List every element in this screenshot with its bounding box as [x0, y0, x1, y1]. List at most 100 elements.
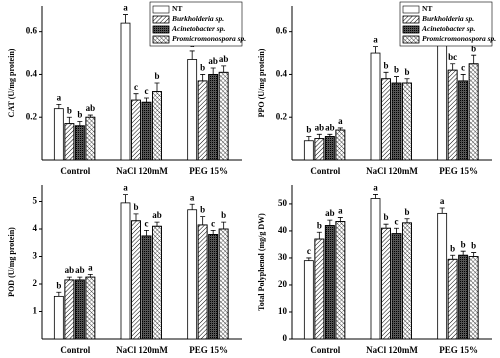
significance-letter: ab — [75, 265, 85, 275]
error-bar — [373, 46, 378, 54]
error-bar — [383, 223, 389, 229]
significance-letter: bc — [448, 52, 457, 62]
error-bar — [337, 127, 343, 131]
legend-swatch-hatch — [402, 15, 420, 24]
significance-letter: c — [211, 218, 215, 228]
bar-hatch — [314, 138, 325, 161]
error-bar — [189, 203, 195, 210]
significance-letter: b — [154, 71, 159, 81]
significance-letter: b — [133, 202, 138, 212]
error-bar — [471, 252, 477, 257]
legend-swatch-hatch — [152, 35, 170, 44]
bar — [303, 260, 314, 340]
error-bar — [450, 63, 456, 71]
x-tick-label: PEG 15% — [189, 345, 228, 355]
x-tick-label: Control — [60, 166, 90, 176]
significance-letter: c — [307, 246, 311, 256]
bar-hatch — [381, 78, 391, 161]
significance-letter: b — [404, 207, 409, 217]
significance-letter: a — [338, 116, 343, 126]
bar-hatch — [131, 220, 141, 340]
bar — [120, 22, 131, 161]
bar-hatch — [74, 125, 85, 161]
significance-letter: b — [383, 60, 388, 70]
error-bar — [394, 76, 399, 83]
significance-letter: b — [67, 105, 72, 115]
bar-hatch — [141, 235, 152, 340]
y-tick-label: 2 — [33, 278, 38, 288]
error-bar — [394, 227, 399, 234]
significance-letter: ab — [152, 210, 162, 220]
bar-hatch — [218, 71, 229, 161]
bar-hatch — [218, 228, 229, 340]
y-tick-label: 0.6 — [26, 26, 38, 36]
bar-hatch — [64, 279, 75, 340]
error-bar — [66, 276, 72, 280]
significance-letter: b — [56, 280, 61, 290]
bar-hatch — [447, 69, 458, 161]
significance-letter: b — [394, 65, 399, 75]
legend-label: Promicromonospora sp. — [172, 34, 246, 43]
bar-hatch — [468, 256, 479, 340]
error-bar — [77, 121, 83, 126]
bar-hatch — [335, 221, 346, 340]
error-bar — [77, 276, 83, 280]
bar-hatch — [64, 123, 75, 161]
error-bar — [144, 97, 149, 103]
error-bar — [450, 254, 456, 260]
error-bar — [404, 218, 410, 223]
error-bar — [56, 291, 62, 297]
bar-hatch — [152, 225, 162, 340]
significance-letter: ab — [219, 54, 229, 64]
bar-hatch — [197, 224, 208, 340]
bar-hatch — [324, 225, 335, 340]
error-bar — [460, 250, 466, 256]
x-tick-label: NaCl 120mM — [116, 345, 168, 355]
significance-letter: b — [471, 43, 476, 53]
legend-swatch — [402, 5, 420, 14]
error-bar — [327, 133, 333, 137]
error-bar — [56, 103, 62, 109]
legend-swatch-hatch — [402, 35, 420, 44]
bar-hatch — [85, 276, 96, 340]
significance-letter: a — [123, 3, 128, 13]
error-bar — [373, 194, 378, 199]
bar — [53, 295, 64, 340]
significance-letter: ab — [86, 103, 96, 113]
bar-hatch — [208, 74, 219, 161]
x-tick-label: PEG 15% — [439, 345, 478, 355]
legend-swatch — [152, 5, 170, 14]
bar-hatch — [447, 258, 458, 340]
significance-letter: ab — [65, 265, 75, 275]
error-bar — [200, 216, 206, 225]
error-bar — [133, 93, 139, 101]
legend-swatch-hatch — [152, 25, 170, 34]
x-tick-label: Control — [310, 166, 340, 176]
error-bar — [460, 74, 466, 81]
bar — [370, 198, 381, 340]
significance-letter: a — [440, 196, 445, 206]
error-bar — [306, 136, 312, 141]
significance-letter: a — [190, 192, 195, 202]
error-bar — [316, 133, 322, 139]
error-bar — [210, 67, 216, 75]
significance-letter: c — [134, 82, 138, 92]
bar-hatch — [402, 82, 412, 161]
y-axis-label: Total Polyphenol (mg/g DW) — [257, 213, 266, 311]
bar-hatch — [197, 80, 208, 161]
significance-letter: a — [123, 183, 128, 193]
y-tick-label: 10 — [278, 306, 288, 316]
bar-hatch — [381, 227, 391, 340]
legend-swatch-hatch — [402, 25, 420, 34]
bar-hatch — [324, 136, 335, 161]
y-tick-label: 0.4 — [276, 69, 288, 79]
bar-hatch — [208, 234, 219, 340]
significance-letter: c — [461, 63, 465, 73]
legend-label: NT — [172, 4, 182, 13]
significance-letter: b — [200, 205, 205, 215]
y-tick-label: 4 — [33, 223, 38, 233]
error-bar — [154, 82, 160, 92]
significance-letter: b — [404, 67, 409, 77]
error-bar — [221, 221, 227, 229]
